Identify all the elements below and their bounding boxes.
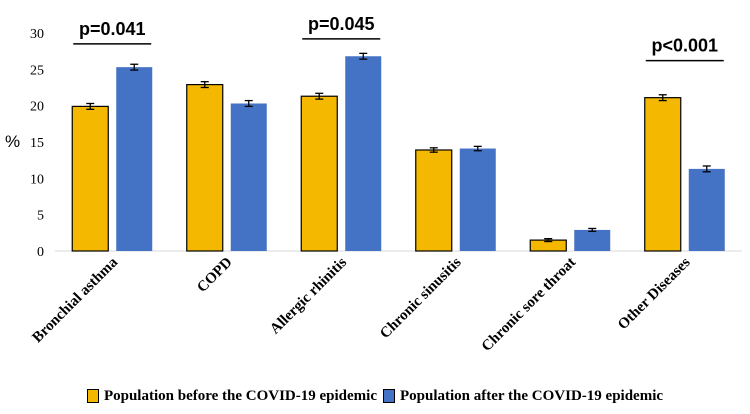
y-tick-label: 30 (30, 27, 44, 42)
y-tick-label: 10 (30, 172, 44, 187)
annotations: p=0.041 p=0.045 p<0.001 (73, 14, 724, 62)
y-tick-label: 5 (37, 209, 44, 224)
bar (574, 229, 611, 251)
p-value-label: p<0.001 (651, 36, 718, 56)
y-tick-label: 0 (37, 245, 44, 260)
bar (230, 103, 267, 251)
legend: Population before the COVID-19 epidemic … (0, 384, 750, 408)
bar (459, 148, 496, 251)
legend-label-after: Population after the COVID-19 epidemic (400, 387, 664, 404)
legend-label-before: Population before the COVID-19 epidemic (103, 387, 377, 404)
bar (415, 149, 453, 252)
x-tick-label: Allergic rhinitis (267, 254, 350, 337)
p-value-label: p=0.045 (308, 14, 375, 34)
x-tick-label: Chronic sore throat (479, 255, 579, 355)
bar (71, 105, 109, 252)
x-tick-label: Other Diseases (615, 254, 694, 333)
bar (116, 67, 153, 251)
y-tick-label: 15 (30, 136, 44, 151)
legend-swatch-before (86, 389, 99, 403)
y-tick-label: 20 (30, 100, 44, 115)
y-axis-label: % (5, 132, 20, 151)
x-tick-label: COPD (194, 254, 235, 295)
x-tick-label: Chronic sinusitis (377, 254, 465, 342)
bar (345, 56, 382, 252)
legend-item-after: Population after the COVID-19 epidemic (383, 388, 663, 405)
y-tick-label: 25 (30, 63, 44, 78)
bars (71, 52, 725, 252)
bar (644, 97, 682, 252)
legend-swatch-after (383, 389, 395, 403)
p-value-label: p=0.041 (79, 19, 146, 39)
x-tick-label: Bronchial asthma (30, 254, 122, 346)
legend-item-before: Population before the COVID-19 epidemic (86, 387, 377, 405)
bar (186, 83, 224, 252)
bar (300, 95, 338, 252)
bar (688, 168, 725, 251)
